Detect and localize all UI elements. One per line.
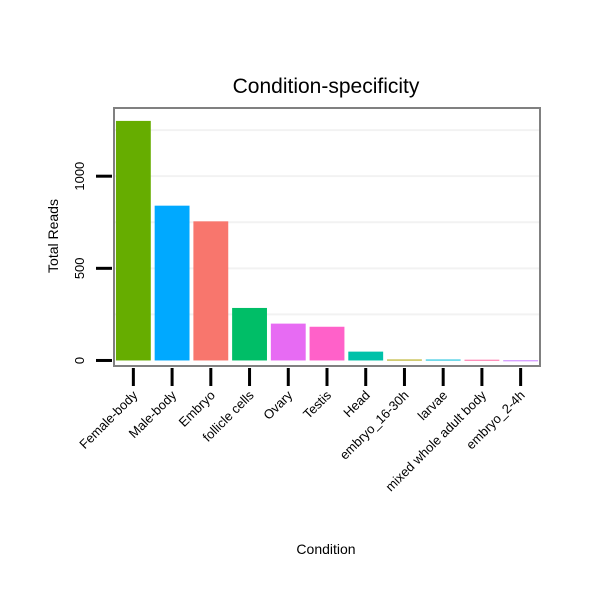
chart-title: Condition-specificity: [233, 75, 420, 98]
bar: [115, 120, 151, 361]
bar: [193, 221, 229, 361]
x-tick-label: Head: [340, 388, 373, 421]
plot-panel-border: [113, 107, 541, 367]
bar: [464, 359, 500, 361]
y-axis-label: Total Reads: [45, 199, 61, 273]
x-tick-label: larvae: [415, 388, 451, 424]
y-tick-label: 0: [72, 357, 87, 364]
y-tick-label: 500: [72, 257, 87, 279]
bar: [270, 323, 306, 361]
bar: [232, 307, 267, 361]
y-axis: 0 500 1000: [72, 162, 112, 364]
bar: [503, 360, 539, 362]
x-tick-label: embryo_16-30h: [337, 388, 412, 463]
bar: [425, 359, 461, 361]
bar: [309, 326, 345, 361]
x-tick-label: Testis: [300, 387, 334, 421]
bars: [115, 120, 539, 362]
x-tick-label: Female-body: [76, 387, 141, 452]
bar: [154, 205, 190, 361]
bar: [387, 359, 422, 361]
bar: [348, 351, 384, 361]
x-axis-label: Condition: [296, 541, 355, 557]
y-tick-label: 1000: [72, 162, 87, 191]
x-tick-label: Ovary: [260, 387, 295, 422]
